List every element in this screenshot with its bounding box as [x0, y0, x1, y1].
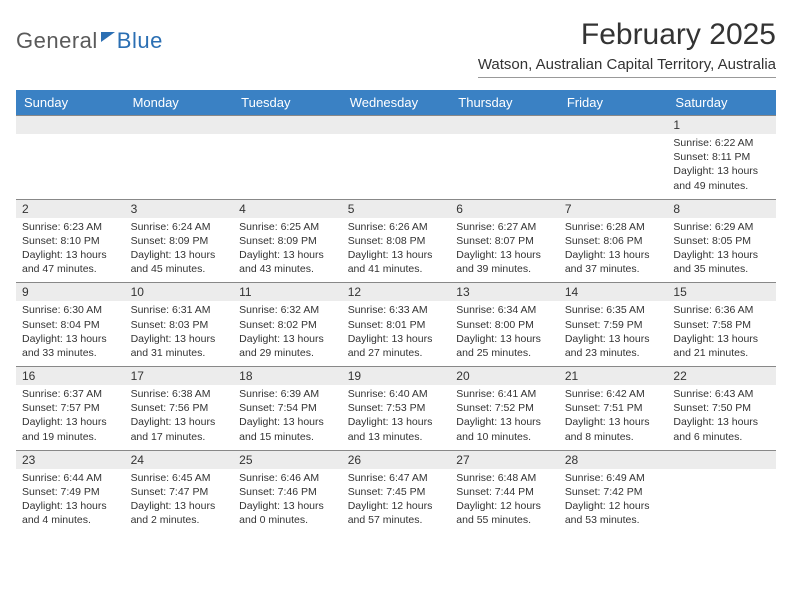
day-info	[667, 469, 776, 534]
day-number-row: 2345678	[16, 199, 776, 218]
day-number: 7	[559, 200, 668, 218]
day-number	[559, 116, 668, 134]
day-info: Sunrise: 6:30 AM Sunset: 8:04 PM Dayligh…	[16, 301, 125, 366]
day-number-row: 232425262728	[16, 450, 776, 469]
day-number: 21	[559, 367, 668, 385]
day-info-row: Sunrise: 6:37 AM Sunset: 7:57 PM Dayligh…	[16, 385, 776, 450]
day-info: Sunrise: 6:48 AM Sunset: 7:44 PM Dayligh…	[450, 469, 559, 534]
day-info: Sunrise: 6:42 AM Sunset: 7:51 PM Dayligh…	[559, 385, 668, 450]
day-info: Sunrise: 6:22 AM Sunset: 8:11 PM Dayligh…	[667, 134, 776, 199]
day-info: Sunrise: 6:36 AM Sunset: 7:58 PM Dayligh…	[667, 301, 776, 366]
day-info	[559, 134, 668, 199]
day-number: 28	[559, 451, 668, 469]
day-info	[16, 134, 125, 199]
day-number: 24	[125, 451, 234, 469]
day-info: Sunrise: 6:37 AM Sunset: 7:57 PM Dayligh…	[16, 385, 125, 450]
day-info: Sunrise: 6:35 AM Sunset: 7:59 PM Dayligh…	[559, 301, 668, 366]
header: General Blue February 2025 Watson, Austr…	[16, 18, 776, 78]
day-number: 2	[16, 200, 125, 218]
day-info: Sunrise: 6:41 AM Sunset: 7:52 PM Dayligh…	[450, 385, 559, 450]
weekday-header: Friday	[559, 90, 668, 115]
day-info: Sunrise: 6:34 AM Sunset: 8:00 PM Dayligh…	[450, 301, 559, 366]
weekday-header: Sunday	[16, 90, 125, 115]
day-info: Sunrise: 6:28 AM Sunset: 8:06 PM Dayligh…	[559, 218, 668, 283]
day-number	[233, 116, 342, 134]
weekday-header: Saturday	[667, 90, 776, 115]
day-info: Sunrise: 6:32 AM Sunset: 8:02 PM Dayligh…	[233, 301, 342, 366]
day-number: 5	[342, 200, 451, 218]
day-number: 14	[559, 283, 668, 301]
day-number: 9	[16, 283, 125, 301]
day-number: 25	[233, 451, 342, 469]
day-number: 27	[450, 451, 559, 469]
logo-word2: Blue	[117, 28, 163, 54]
day-info: Sunrise: 6:46 AM Sunset: 7:46 PM Dayligh…	[233, 469, 342, 534]
day-info: Sunrise: 6:38 AM Sunset: 7:56 PM Dayligh…	[125, 385, 234, 450]
page-title: February 2025	[478, 18, 776, 52]
day-number: 22	[667, 367, 776, 385]
day-info-row: Sunrise: 6:30 AM Sunset: 8:04 PM Dayligh…	[16, 301, 776, 366]
day-number: 11	[233, 283, 342, 301]
day-info	[450, 134, 559, 199]
day-info: Sunrise: 6:23 AM Sunset: 8:10 PM Dayligh…	[16, 218, 125, 283]
day-number: 12	[342, 283, 451, 301]
day-number	[125, 116, 234, 134]
day-number	[667, 451, 776, 469]
day-number: 16	[16, 367, 125, 385]
day-info: Sunrise: 6:24 AM Sunset: 8:09 PM Dayligh…	[125, 218, 234, 283]
day-number: 20	[450, 367, 559, 385]
day-info: Sunrise: 6:31 AM Sunset: 8:03 PM Dayligh…	[125, 301, 234, 366]
day-info	[342, 134, 451, 199]
weekday-header-row: Sunday Monday Tuesday Wednesday Thursday…	[16, 90, 776, 115]
day-info	[233, 134, 342, 199]
weeks-container: 1Sunrise: 6:22 AM Sunset: 8:11 PM Daylig…	[16, 115, 776, 533]
day-number: 15	[667, 283, 776, 301]
day-number	[450, 116, 559, 134]
day-number: 3	[125, 200, 234, 218]
day-info	[125, 134, 234, 199]
day-number: 1	[667, 116, 776, 134]
logo-word1: General	[16, 28, 98, 54]
day-number: 4	[233, 200, 342, 218]
weekday-header: Monday	[125, 90, 234, 115]
day-info: Sunrise: 6:27 AM Sunset: 8:07 PM Dayligh…	[450, 218, 559, 283]
day-info: Sunrise: 6:33 AM Sunset: 8:01 PM Dayligh…	[342, 301, 451, 366]
day-info: Sunrise: 6:45 AM Sunset: 7:47 PM Dayligh…	[125, 469, 234, 534]
location-subtitle: Watson, Australian Capital Territory, Au…	[478, 56, 776, 78]
calendar: Sunday Monday Tuesday Wednesday Thursday…	[16, 90, 776, 533]
weekday-header: Wednesday	[342, 90, 451, 115]
day-info: Sunrise: 6:40 AM Sunset: 7:53 PM Dayligh…	[342, 385, 451, 450]
day-number	[342, 116, 451, 134]
day-number: 26	[342, 451, 451, 469]
day-number-row: 9101112131415	[16, 282, 776, 301]
day-number	[16, 116, 125, 134]
day-info: Sunrise: 6:43 AM Sunset: 7:50 PM Dayligh…	[667, 385, 776, 450]
day-number-row: 1	[16, 115, 776, 134]
day-info-row: Sunrise: 6:22 AM Sunset: 8:11 PM Dayligh…	[16, 134, 776, 199]
day-info: Sunrise: 6:26 AM Sunset: 8:08 PM Dayligh…	[342, 218, 451, 283]
day-info-row: Sunrise: 6:44 AM Sunset: 7:49 PM Dayligh…	[16, 469, 776, 534]
logo-triangle-icon	[101, 32, 115, 42]
day-number: 8	[667, 200, 776, 218]
day-number: 10	[125, 283, 234, 301]
day-info: Sunrise: 6:25 AM Sunset: 8:09 PM Dayligh…	[233, 218, 342, 283]
day-number: 23	[16, 451, 125, 469]
day-number: 19	[342, 367, 451, 385]
day-info: Sunrise: 6:44 AM Sunset: 7:49 PM Dayligh…	[16, 469, 125, 534]
day-info: Sunrise: 6:39 AM Sunset: 7:54 PM Dayligh…	[233, 385, 342, 450]
day-number: 17	[125, 367, 234, 385]
day-number-row: 16171819202122	[16, 366, 776, 385]
day-info: Sunrise: 6:49 AM Sunset: 7:42 PM Dayligh…	[559, 469, 668, 534]
day-number: 6	[450, 200, 559, 218]
day-number: 13	[450, 283, 559, 301]
day-number: 18	[233, 367, 342, 385]
logo: General Blue	[16, 18, 163, 54]
day-info: Sunrise: 6:47 AM Sunset: 7:45 PM Dayligh…	[342, 469, 451, 534]
weekday-header: Tuesday	[233, 90, 342, 115]
day-info-row: Sunrise: 6:23 AM Sunset: 8:10 PM Dayligh…	[16, 218, 776, 283]
day-info: Sunrise: 6:29 AM Sunset: 8:05 PM Dayligh…	[667, 218, 776, 283]
weekday-header: Thursday	[450, 90, 559, 115]
title-block: February 2025 Watson, Australian Capital…	[478, 18, 776, 78]
